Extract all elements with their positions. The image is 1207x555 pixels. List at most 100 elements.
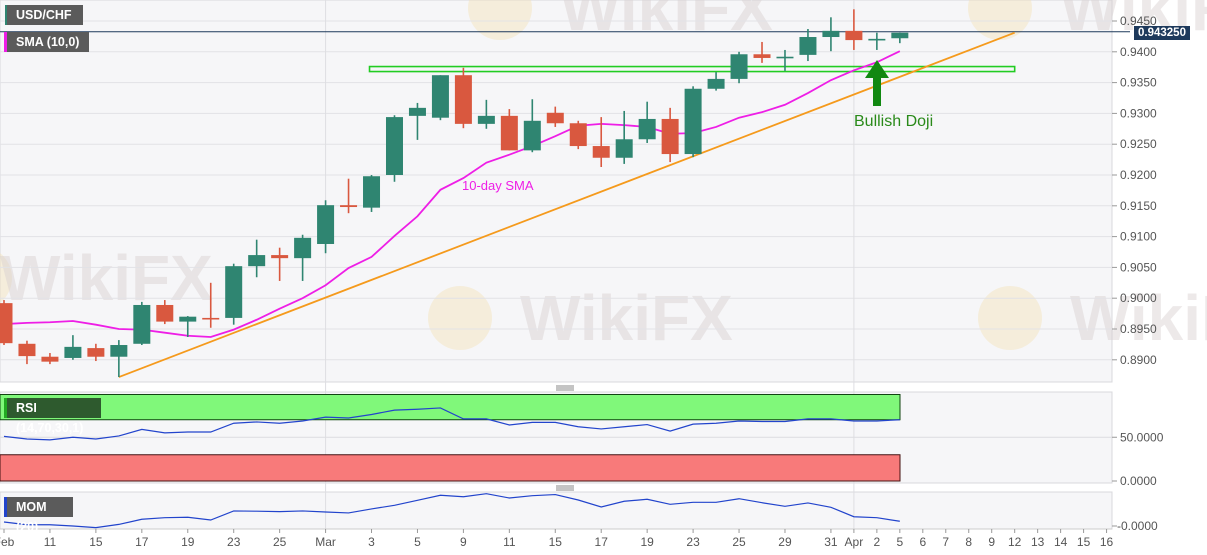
candle-body (707, 78, 725, 89)
candle-body (317, 205, 335, 244)
rsi-legend[interactable]: RSI (14,70,30,1) (4, 398, 101, 435)
date-tick-label: 9 (988, 535, 995, 549)
date-tick-label: 3 (368, 535, 375, 549)
candle-body (638, 118, 656, 140)
candle (248, 239, 266, 278)
candle (546, 106, 564, 127)
watermark-text: WikiFX (520, 282, 733, 354)
candle (730, 51, 748, 84)
date-tick-label: 7 (942, 535, 949, 549)
watermark-logo (968, 0, 1032, 40)
watermark-logo (978, 286, 1042, 350)
sma-legend[interactable]: SMA (10,0) (4, 32, 89, 52)
rsi-tick-label: 0.0000 (1120, 474, 1157, 488)
date-tick-label: 17 (595, 535, 609, 549)
candle (202, 282, 220, 328)
candle-body (133, 304, 151, 344)
rsi-tick-label: 50.0000 (1120, 430, 1164, 444)
price-tick-label: 0.9300 (1120, 106, 1157, 120)
date-tick-label: 31 (824, 535, 838, 549)
date-tick-label: 8 (965, 535, 972, 549)
rsi-overbought-band (0, 394, 901, 421)
price-tick-label: 0.9350 (1120, 76, 1157, 90)
price-tick-label: 0.9000 (1120, 291, 1157, 305)
date-tick-label: 25 (273, 535, 287, 549)
candle-body (477, 115, 495, 124)
candle-body (615, 139, 633, 158)
candle-body (500, 115, 518, 151)
date-tick-label: Mar (315, 535, 336, 549)
candle-body (18, 343, 36, 357)
candle-body (868, 38, 886, 41)
date-tick-label: 15 (1077, 535, 1091, 549)
candle (868, 32, 886, 50)
candle-body (271, 255, 289, 259)
price-tick-label: 0.9150 (1120, 199, 1157, 213)
candle (638, 101, 656, 143)
candle-body (408, 107, 426, 116)
price-tick-label: 0.8900 (1120, 353, 1157, 367)
bullish-doji-annotation: Bullish Doji (854, 113, 934, 130)
candle-body (294, 237, 312, 259)
date-tick-label: 14 (1054, 535, 1068, 549)
date-tick-label: 17 (135, 535, 149, 549)
candle (271, 247, 289, 281)
candle-body (523, 120, 541, 151)
watermark-logo (0, 253, 12, 303)
symbol-legend[interactable]: USD/CHF (5, 5, 83, 25)
candle-body (225, 266, 243, 318)
date-tick-label: 25 (732, 535, 746, 549)
candle-body (569, 123, 587, 147)
date-tick-label: 19 (181, 535, 195, 549)
candle (776, 49, 794, 71)
rsi-oversold-band (0, 454, 901, 482)
candle-body (156, 304, 174, 322)
candle (179, 316, 197, 338)
candle (891, 32, 909, 44)
mom-panel (0, 491, 1113, 530)
date-tick-label: 23 (227, 535, 241, 549)
candle (799, 29, 817, 62)
candle (477, 99, 495, 129)
date-tick-label: 5 (896, 535, 903, 549)
date-tick-label: 29 (778, 535, 792, 549)
candle-body (431, 75, 449, 118)
candle (0, 300, 13, 346)
candle (523, 99, 541, 153)
candle (133, 301, 151, 346)
price-tick-label: 0.9250 (1120, 137, 1157, 151)
date-tick-label: 2 (874, 535, 881, 549)
candle (41, 353, 59, 365)
candle-body (87, 348, 105, 357)
candle (317, 200, 335, 254)
candle-body (179, 316, 197, 322)
candle (110, 340, 128, 378)
candle (64, 335, 82, 360)
candle (615, 110, 633, 164)
price-tick-label: 0.9200 (1120, 168, 1157, 182)
sma-10-line (3, 50, 901, 338)
candle (294, 234, 312, 281)
candle-body (248, 255, 266, 267)
bullish-arrow-shaft (873, 78, 881, 106)
date-tick-label: 13 (1031, 535, 1045, 549)
candle-body (822, 30, 840, 38)
price-tick-label: 0.9400 (1120, 45, 1157, 59)
candle (684, 86, 702, 158)
support-trendline (118, 31, 1016, 378)
candle-body (454, 75, 472, 124)
candle (661, 107, 679, 163)
candle (385, 115, 403, 182)
candle-body (385, 117, 403, 175)
date-tick-label: 5 (414, 535, 421, 549)
mom-legend[interactable]: MOM (20) (4, 497, 73, 534)
candle-body (661, 118, 679, 155)
candle (822, 17, 840, 52)
candle-body (64, 346, 82, 358)
candle-body (753, 54, 771, 58)
price-tick-label: 0.9050 (1120, 260, 1157, 274)
candle-body (546, 112, 564, 124)
candle (225, 263, 243, 325)
date-tick-label: 16 (1100, 535, 1114, 549)
